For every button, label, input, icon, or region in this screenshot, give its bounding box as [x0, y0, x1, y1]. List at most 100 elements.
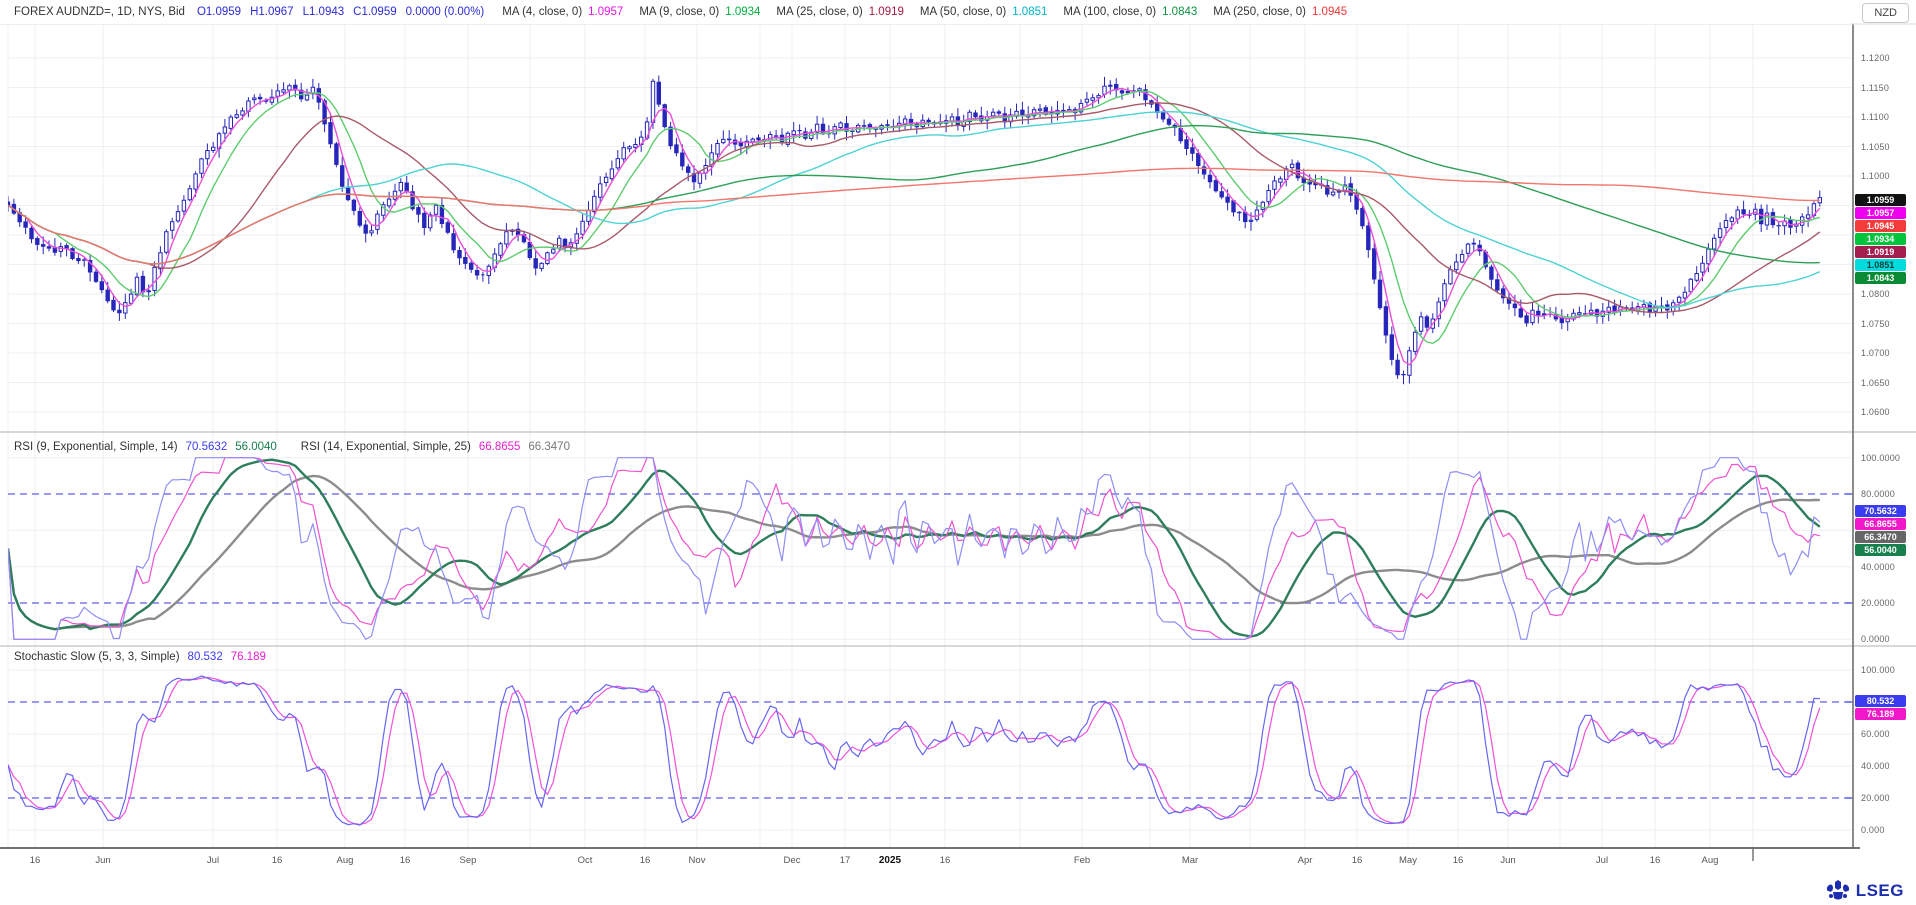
ma-legend-label: MA (50, close, 0): [919, 6, 1007, 18]
price-axis-tick: 1.0650: [1861, 377, 1890, 388]
rsi-axis-tick: 20.0000: [1861, 598, 1895, 608]
lseg-logo: LSEG: [1826, 880, 1904, 902]
ma-legend-entry[interactable]: MA (50, close, 0) 1.0851: [920, 6, 1047, 18]
time-axis-label: Jun: [1500, 855, 1516, 866]
time-axis-label: Apr: [1297, 855, 1313, 866]
indicator-legend-entry[interactable]: Stochastic Slow (5, 3, 3, Simple) 80.532 7…: [14, 651, 266, 663]
ma-legend-entry[interactable]: MA (25, close, 0) 1.0919: [776, 6, 903, 18]
high-value: H1.0967: [250, 6, 294, 18]
time-axis-label: Mar: [1181, 855, 1199, 866]
time-axis-label: Aug: [336, 855, 354, 866]
lseg-logo-text: LSEG: [1855, 881, 1904, 900]
ma-legend-entry[interactable]: MA (4, close, 0) 1.0957: [502, 6, 623, 18]
rsi-tag: 56.0040: [1855, 544, 1906, 557]
indicator-legend-value: 80.532: [187, 651, 223, 663]
currency-button[interactable]: NZD: [1862, 3, 1909, 23]
ma-legend-label: MA (4, close, 0): [502, 6, 583, 18]
ma-legend-entry[interactable]: MA (9, close, 0) 1.0934: [639, 6, 760, 18]
price-tag: 1.0843: [1855, 272, 1906, 285]
price-tag: 1.0959: [1855, 194, 1906, 207]
time-axis-label: 16: [939, 855, 951, 866]
time-axis-label: Dec: [783, 855, 801, 866]
price-axis-tick: 1.0800: [1861, 289, 1890, 299]
price-axis-tick: 1.1000: [1861, 171, 1890, 181]
ma-legend-value: 1.0945: [1311, 6, 1348, 18]
time-axis-label: Feb: [1073, 855, 1091, 866]
stoch-tag: 76.189: [1855, 708, 1906, 721]
time-axis-label: Oct: [577, 855, 593, 866]
rsi-tag: 66.3470: [1855, 531, 1906, 544]
time-axis-label: Aug: [1701, 855, 1719, 866]
rsi-tag: 66.8655: [1855, 518, 1906, 531]
change-value: 0.0000 (0.00%): [405, 6, 485, 18]
time-axis-label: 16: [1351, 855, 1363, 866]
time-axis-label: 2025: [878, 855, 902, 866]
stoch-axis-tick: 40.000: [1861, 761, 1890, 771]
indicator-legend-value: 66.8655: [478, 441, 521, 453]
ma-legend-value: 1.0919: [868, 6, 904, 18]
stoch-axis-tick: 60.000: [1861, 729, 1890, 739]
indicator-legend-label: RSI (9, Exponential, Simple, 14): [14, 441, 178, 453]
ohlc-readout: O1.0959 H1.0967 L1.0943 C1.0959 0.0000 (…: [197, 6, 484, 18]
price-axis-tick: 1.1150: [1861, 82, 1890, 93]
ma-legend-label: MA (25, close, 0): [776, 6, 863, 18]
indicator-legend-value: 70.5632: [185, 441, 228, 453]
time-axis-label: 16: [1452, 855, 1464, 866]
indicator-legend-value: 76.189: [230, 651, 266, 663]
stoch-axis-tick: 100.000: [1861, 665, 1895, 675]
rsi-axis-tick: 100.0000: [1861, 452, 1901, 463]
time-axis-label: Jun: [95, 855, 111, 866]
ma-legend: MA (4, close, 0) 1.0957 MA (9, close, 0) 1.…: [502, 6, 1347, 18]
rsi-axis-tick: 0.0000: [1861, 634, 1890, 645]
price-axis-tick: 1.0600: [1861, 407, 1890, 417]
time-axis-label: Nov: [688, 855, 706, 866]
indicator-legend-value: 66.3470: [528, 441, 570, 453]
stoch-tag: 80.532: [1855, 695, 1906, 708]
ma-legend-entry[interactable]: MA (250, close, 0) 1.0945: [1213, 6, 1347, 18]
lseg-crest-icon: [1826, 880, 1849, 900]
indicator-legend-entry[interactable]: RSI (14, Exponential, Simple, 25) 66.8655…: [301, 441, 570, 453]
open-value: O1.0959: [196, 6, 242, 18]
ma-legend-value: 1.0843: [1162, 6, 1198, 18]
price-tag: 1.0919: [1855, 246, 1906, 259]
time-axis-label: Sep: [459, 855, 477, 866]
time-axis-label: May: [1399, 855, 1417, 866]
rsi-axis-tick: 80.0000: [1861, 489, 1895, 499]
ma-legend-label: MA (100, close, 0): [1063, 6, 1157, 18]
indicator-legend-label: Stochastic Slow (5, 3, 3, Simple): [14, 651, 180, 663]
price-tag: 1.0851: [1855, 259, 1906, 272]
ma-legend-value: 1.0934: [725, 6, 761, 18]
rsi-legend: RSI (9, Exponential, Simple, 14) 70.5632 5…: [14, 441, 584, 453]
instrument-title[interactable]: FOREX AUDNZD=, 1D, NYS, Bid: [14, 6, 185, 18]
chart-header: FOREX AUDNZD=, 1D, NYS, Bid O1.0959 H1.0…: [0, 0, 1850, 24]
stochastic-legend: Stochastic Slow (5, 3, 3, Simple) 80.532 7…: [14, 651, 280, 663]
time-axis-label: 16: [271, 855, 283, 866]
time-axis-label: 17: [839, 855, 851, 866]
time-axis-label: 16: [639, 855, 651, 866]
indicator-legend-entry[interactable]: RSI (9, Exponential, Simple, 14) 70.5632 5…: [14, 441, 277, 453]
price-tag: 1.0957: [1855, 207, 1906, 220]
ma-legend-label: MA (9, close, 0): [639, 6, 720, 18]
indicator-legend-value: 56.0040: [235, 441, 277, 453]
close-value: C1.0959: [353, 6, 397, 18]
time-axis-label: 16: [399, 855, 411, 866]
price-tag: 1.0934: [1855, 233, 1906, 246]
time-axis-label: Jul: [1595, 855, 1609, 866]
indicator-legend-label: RSI (14, Exponential, Simple, 25): [300, 441, 471, 453]
price-axis-tick: 1.1200: [1861, 53, 1890, 63]
ma-legend-value: 1.0851: [1012, 6, 1048, 18]
price-axis-tick: 1.1050: [1861, 141, 1890, 152]
stoch-axis-tick: 20.000: [1861, 793, 1890, 803]
rsi-axis-tick: 40.0000: [1861, 561, 1895, 572]
ma-legend-entry[interactable]: MA (100, close, 0) 1.0843: [1063, 6, 1197, 18]
rsi-tag: 70.5632: [1855, 505, 1906, 518]
low-value: L1.0943: [302, 6, 345, 18]
price-tag: 1.0945: [1855, 220, 1906, 233]
ma-legend-value: 1.0957: [588, 6, 624, 18]
price-axis-tick: 1.0750: [1861, 318, 1890, 329]
time-axis-label: 16: [29, 855, 41, 866]
price-axis-tick: 1.0700: [1861, 348, 1890, 358]
price-axis-tick: 1.1100: [1861, 112, 1890, 122]
